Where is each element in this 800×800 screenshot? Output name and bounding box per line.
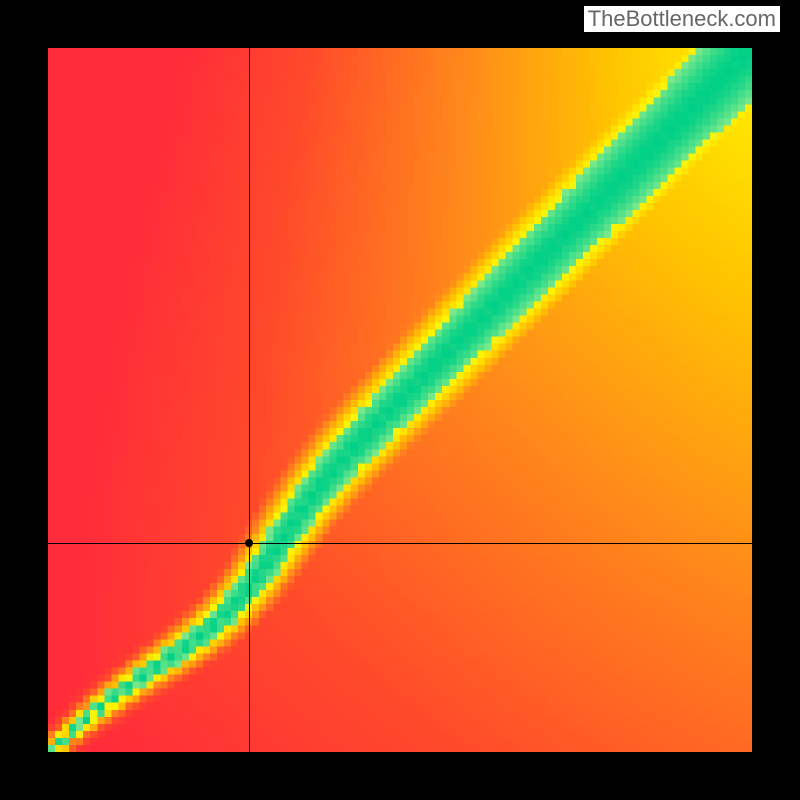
watermark-text: TheBottleneck.com [584,6,780,32]
chart-container: TheBottleneck.com [0,0,800,800]
crosshair-horizontal [48,543,752,544]
heatmap-canvas [48,48,752,752]
crosshair-vertical [249,48,250,752]
heatmap-area [48,48,752,752]
crosshair-point [245,539,253,547]
